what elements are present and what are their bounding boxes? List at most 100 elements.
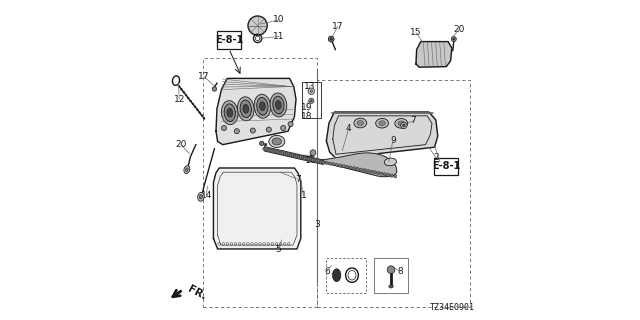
Circle shape bbox=[366, 169, 369, 172]
Circle shape bbox=[280, 125, 285, 131]
Ellipse shape bbox=[357, 121, 364, 125]
Polygon shape bbox=[322, 153, 397, 177]
Circle shape bbox=[287, 153, 291, 156]
Circle shape bbox=[321, 161, 325, 164]
Bar bbox=[374, 258, 408, 293]
Text: 14: 14 bbox=[201, 191, 212, 200]
Ellipse shape bbox=[395, 118, 408, 128]
Circle shape bbox=[376, 172, 380, 175]
Polygon shape bbox=[264, 147, 323, 164]
Circle shape bbox=[273, 149, 276, 153]
Circle shape bbox=[321, 161, 325, 164]
Ellipse shape bbox=[259, 102, 266, 111]
Circle shape bbox=[387, 173, 390, 177]
Text: 20: 20 bbox=[454, 25, 465, 34]
Ellipse shape bbox=[333, 269, 341, 282]
Ellipse shape bbox=[186, 168, 188, 172]
Circle shape bbox=[380, 172, 383, 175]
Bar bbox=[302, 82, 321, 118]
Ellipse shape bbox=[379, 121, 385, 126]
Circle shape bbox=[289, 153, 292, 156]
Ellipse shape bbox=[254, 94, 271, 118]
Circle shape bbox=[192, 103, 194, 105]
Bar bbox=[204, 58, 317, 307]
Text: 3: 3 bbox=[315, 220, 320, 229]
Circle shape bbox=[201, 115, 203, 116]
Circle shape bbox=[373, 171, 376, 174]
Circle shape bbox=[262, 147, 266, 150]
Ellipse shape bbox=[272, 138, 282, 145]
Text: 8: 8 bbox=[397, 267, 403, 276]
Circle shape bbox=[310, 100, 312, 102]
Bar bbox=[326, 258, 366, 293]
Text: FR.: FR. bbox=[186, 284, 207, 302]
Ellipse shape bbox=[237, 97, 254, 121]
Circle shape bbox=[250, 128, 255, 133]
Text: 15: 15 bbox=[410, 28, 422, 37]
Text: E-8-1: E-8-1 bbox=[214, 35, 243, 45]
Circle shape bbox=[283, 152, 286, 155]
Bar bbox=[217, 31, 241, 49]
Text: 9: 9 bbox=[390, 136, 396, 145]
Text: E-8-1: E-8-1 bbox=[432, 161, 461, 172]
Circle shape bbox=[359, 168, 362, 171]
Circle shape bbox=[196, 109, 198, 111]
Circle shape bbox=[185, 94, 187, 96]
Circle shape bbox=[293, 154, 296, 157]
Circle shape bbox=[301, 156, 305, 159]
Circle shape bbox=[325, 161, 328, 164]
Text: 18: 18 bbox=[301, 112, 313, 121]
Circle shape bbox=[349, 166, 352, 169]
Circle shape bbox=[401, 122, 407, 129]
Ellipse shape bbox=[184, 166, 190, 173]
Circle shape bbox=[194, 106, 196, 108]
Circle shape bbox=[248, 16, 268, 35]
Circle shape bbox=[309, 98, 314, 103]
Circle shape bbox=[356, 167, 359, 171]
Circle shape bbox=[339, 164, 342, 167]
Circle shape bbox=[204, 117, 205, 119]
Ellipse shape bbox=[385, 158, 396, 166]
Ellipse shape bbox=[198, 192, 204, 201]
Circle shape bbox=[260, 141, 264, 146]
Circle shape bbox=[394, 175, 397, 178]
Ellipse shape bbox=[275, 100, 282, 109]
Circle shape bbox=[269, 148, 272, 152]
Ellipse shape bbox=[388, 285, 393, 288]
Circle shape bbox=[297, 155, 300, 158]
Circle shape bbox=[314, 159, 317, 162]
Circle shape bbox=[180, 88, 182, 90]
Circle shape bbox=[275, 150, 278, 153]
Circle shape bbox=[346, 165, 349, 169]
Text: 4: 4 bbox=[346, 124, 351, 132]
Circle shape bbox=[383, 173, 387, 176]
Circle shape bbox=[189, 100, 191, 102]
Text: 11: 11 bbox=[273, 32, 285, 41]
Circle shape bbox=[403, 124, 405, 127]
Text: 7: 7 bbox=[295, 175, 300, 184]
Circle shape bbox=[317, 160, 321, 163]
Circle shape bbox=[387, 266, 395, 274]
Circle shape bbox=[305, 157, 308, 160]
Ellipse shape bbox=[257, 98, 268, 115]
Ellipse shape bbox=[199, 195, 203, 199]
Bar bbox=[435, 158, 458, 175]
Circle shape bbox=[335, 163, 339, 166]
Text: 1: 1 bbox=[301, 191, 306, 200]
Bar bbox=[317, 80, 470, 307]
Ellipse shape bbox=[354, 118, 367, 128]
Circle shape bbox=[308, 88, 315, 94]
Circle shape bbox=[353, 167, 356, 170]
Circle shape bbox=[188, 97, 189, 99]
Text: 17: 17 bbox=[332, 22, 343, 31]
Polygon shape bbox=[214, 168, 301, 249]
Circle shape bbox=[319, 160, 323, 164]
Ellipse shape bbox=[273, 96, 284, 114]
Circle shape bbox=[198, 112, 200, 114]
Circle shape bbox=[363, 169, 366, 172]
Circle shape bbox=[221, 125, 227, 131]
Circle shape bbox=[264, 143, 267, 146]
Text: 12: 12 bbox=[173, 95, 185, 104]
Circle shape bbox=[267, 148, 270, 151]
Circle shape bbox=[277, 150, 280, 154]
